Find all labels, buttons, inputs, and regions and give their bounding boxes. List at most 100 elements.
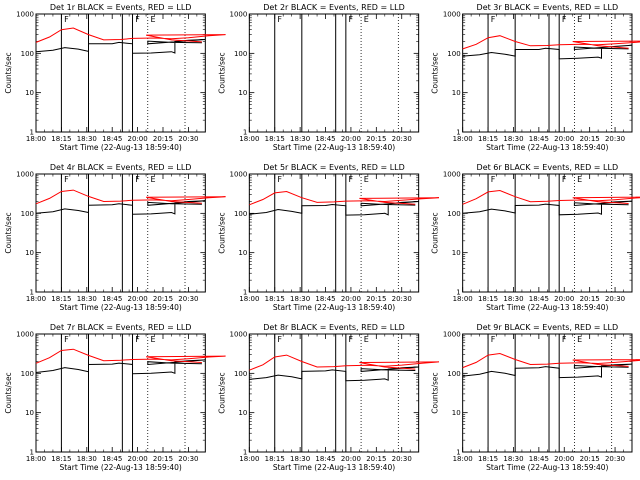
x-axis-label: Start Time (22-Aug-13 18:59:40) [486, 303, 608, 312]
x-tick-label: 20:15 [580, 295, 600, 303]
y-tick-label: 100 [234, 50, 247, 58]
events-series-line [35, 359, 206, 375]
x-tick-label: 20:00 [554, 295, 574, 303]
x-tick-label: 18:00 [239, 295, 259, 303]
y-axis-label: Counts/sec [217, 52, 226, 93]
lld-series-line [462, 189, 640, 205]
event-flag-F: F [64, 175, 69, 184]
x-axis-label: Start Time (22-Aug-13 18:59:40) [59, 463, 181, 472]
y-tick-label: 1000 [230, 11, 248, 19]
event-flag-F: F [349, 15, 354, 24]
y-tick-label: 10 [452, 409, 461, 417]
x-tick-label: 18:15 [51, 135, 71, 143]
panel-title: Det 8r BLACK = Events, RED = LLD [263, 323, 405, 332]
x-tick-label: 18:15 [478, 135, 498, 143]
x-tick-label: 18:00 [26, 135, 46, 143]
event-flag-E: E [577, 335, 582, 344]
event-flag-F: F [491, 15, 496, 24]
y-tick-label: 1000 [443, 331, 461, 339]
x-tick-label: 20:15 [580, 135, 600, 143]
panel-det-7: Det 7r BLACK = Events, RED = LLD 1 10 100 10… [4, 323, 226, 472]
x-tick-label: 18:15 [51, 295, 71, 303]
y-tick-label: 10 [238, 249, 247, 257]
x-tick-label: 18:15 [265, 135, 285, 143]
panel-det-8: Det 8r BLACK = Events, RED = LLD 1 10 100 10… [217, 323, 440, 472]
panel-det-9: Det 9r BLACK = Events, RED = LLD 1 10 100 10… [431, 323, 640, 472]
y-axis-label: Counts/sec [4, 52, 13, 93]
x-tick-label: 18:30 [290, 295, 310, 303]
event-flag-F: F [491, 175, 496, 184]
event-flag-F: F [135, 175, 140, 184]
y-tick-label: 100 [447, 370, 460, 378]
x-tick-label: 20:15 [580, 455, 600, 463]
x-tick-label: 18:45 [529, 135, 549, 143]
x-tick-label: 20:15 [366, 295, 386, 303]
y-tick-label: 1 [30, 129, 34, 137]
x-tick-label: 20:15 [153, 455, 173, 463]
x-tick-label: 20:30 [178, 455, 198, 463]
event-flag-E: E [364, 335, 369, 344]
panel-title: Det 5r BLACK = Events, RED = LLD [263, 163, 405, 172]
y-tick-label: 1 [456, 129, 460, 137]
y-tick-label: 1 [456, 289, 460, 297]
x-tick-label: 18:45 [315, 135, 335, 143]
panel-title: Det 7r BLACK = Events, RED = LLD [50, 323, 192, 332]
x-tick-label: 18:45 [529, 455, 549, 463]
event-flag-F: F [64, 335, 69, 344]
y-tick-label: 10 [238, 89, 247, 97]
lld-series-line [249, 354, 440, 371]
x-tick-label: 18:15 [51, 455, 71, 463]
x-tick-label: 20:30 [605, 455, 625, 463]
x-tick-label: 20:30 [605, 135, 625, 143]
y-tick-label: 1000 [16, 171, 34, 179]
x-tick-label: 20:00 [554, 135, 574, 143]
x-tick-label: 20:30 [178, 135, 198, 143]
lld-series-line [35, 348, 226, 364]
x-tick-label: 18:30 [290, 135, 310, 143]
y-tick-label: 1000 [16, 331, 34, 339]
event-flag-E: E [577, 175, 582, 184]
event-flag-E: E [364, 175, 369, 184]
panel-title: Det 9r BLACK = Events, RED = LLD [477, 323, 619, 332]
y-tick-label: 10 [25, 249, 34, 257]
panel-det-1: Det 1r BLACK = Events, RED = LLD 1 10 100 10… [4, 3, 226, 152]
x-tick-label: 18:00 [26, 295, 46, 303]
x-tick-label: 18:45 [315, 295, 335, 303]
event-flag-F: F [562, 335, 567, 344]
x-tick-label: 20:30 [392, 295, 412, 303]
y-axis-label: Counts/sec [431, 212, 440, 253]
x-tick-label: 18:45 [102, 295, 122, 303]
x-tick-label: 20:00 [341, 135, 361, 143]
events-series-line [462, 363, 633, 379]
y-tick-label: 1000 [16, 11, 34, 19]
y-axis-label: Counts/sec [217, 372, 226, 413]
event-flag-F: F [64, 15, 69, 24]
x-axis-label: Start Time (22-Aug-13 18:59:40) [273, 143, 395, 152]
x-tick-label: 18:00 [453, 295, 473, 303]
lld-series-line [249, 190, 440, 206]
lld-series-line [462, 352, 640, 369]
y-tick-label: 1000 [443, 171, 461, 179]
y-tick-label: 1 [30, 449, 34, 457]
panel-title: Det 3r BLACK = Events, RED = LLD [477, 3, 619, 12]
x-tick-label: 18:15 [265, 455, 285, 463]
y-tick-label: 100 [21, 210, 34, 218]
x-tick-label: 20:30 [392, 135, 412, 143]
panel-title: Det 1r BLACK = Events, RED = LLD [50, 3, 192, 12]
y-tick-label: 100 [447, 50, 460, 58]
event-flag-E: E [364, 15, 369, 24]
x-tick-label: 20:00 [128, 455, 148, 463]
y-tick-label: 100 [21, 370, 34, 378]
y-tick-label: 1 [243, 289, 247, 297]
x-tick-label: 18:00 [453, 455, 473, 463]
y-tick-label: 10 [25, 409, 34, 417]
panel-det-2: Det 2r BLACK = Events, RED = LLD 1 10 100 10… [217, 3, 420, 152]
x-tick-label: 18:15 [478, 455, 498, 463]
x-tick-label: 18:30 [290, 455, 310, 463]
y-axis-label: Counts/sec [217, 212, 226, 253]
x-tick-label: 20:00 [554, 455, 574, 463]
event-flag-E: E [577, 15, 582, 24]
y-tick-label: 1 [243, 449, 247, 457]
x-axis-label: Start Time (22-Aug-13 18:59:40) [59, 303, 181, 312]
